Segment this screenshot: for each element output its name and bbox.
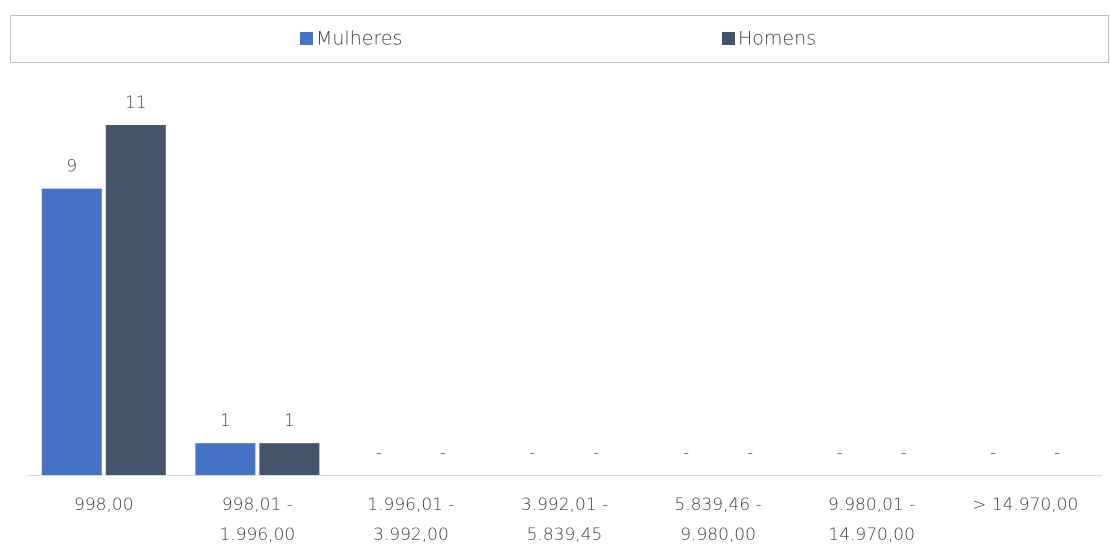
- data-label: -: [593, 443, 599, 463]
- data-label: 11: [125, 93, 147, 113]
- data-label: -: [990, 443, 996, 463]
- x-tick-label: 1.996,01 -3.992,00: [367, 495, 454, 545]
- legend-swatch: [300, 32, 313, 45]
- x-tick-label: 998,01 -1.996,00: [220, 495, 296, 545]
- data-label: 9: [66, 157, 77, 177]
- data-label: -: [1054, 443, 1060, 463]
- bar: [195, 443, 256, 475]
- bar: [259, 443, 320, 475]
- data-label: -: [837, 443, 843, 463]
- bar: [105, 125, 166, 475]
- legend-box: [10, 15, 1109, 63]
- x-tick-label: > 14.970,00: [972, 495, 1078, 515]
- bar: [41, 188, 102, 476]
- data-label: -: [440, 443, 446, 463]
- x-tick-label: 9.980,01 -14.970,00: [828, 495, 915, 545]
- legend-swatch: [722, 32, 735, 45]
- data-label: -: [901, 443, 907, 463]
- legend-label: Homens: [738, 28, 816, 50]
- data-label: -: [747, 443, 753, 463]
- data-label: 1: [284, 411, 295, 431]
- data-label: -: [529, 443, 535, 463]
- x-tick-label: 998,00: [74, 495, 133, 515]
- x-tick-label: 3.992,01 -5.839,45: [521, 495, 608, 545]
- data-label: 1: [220, 411, 231, 431]
- data-label: -: [376, 443, 382, 463]
- x-tick-label: 5.839,46 -9.980,00: [674, 495, 761, 545]
- legend-label: Mulheres: [316, 28, 402, 50]
- data-label: -: [683, 443, 689, 463]
